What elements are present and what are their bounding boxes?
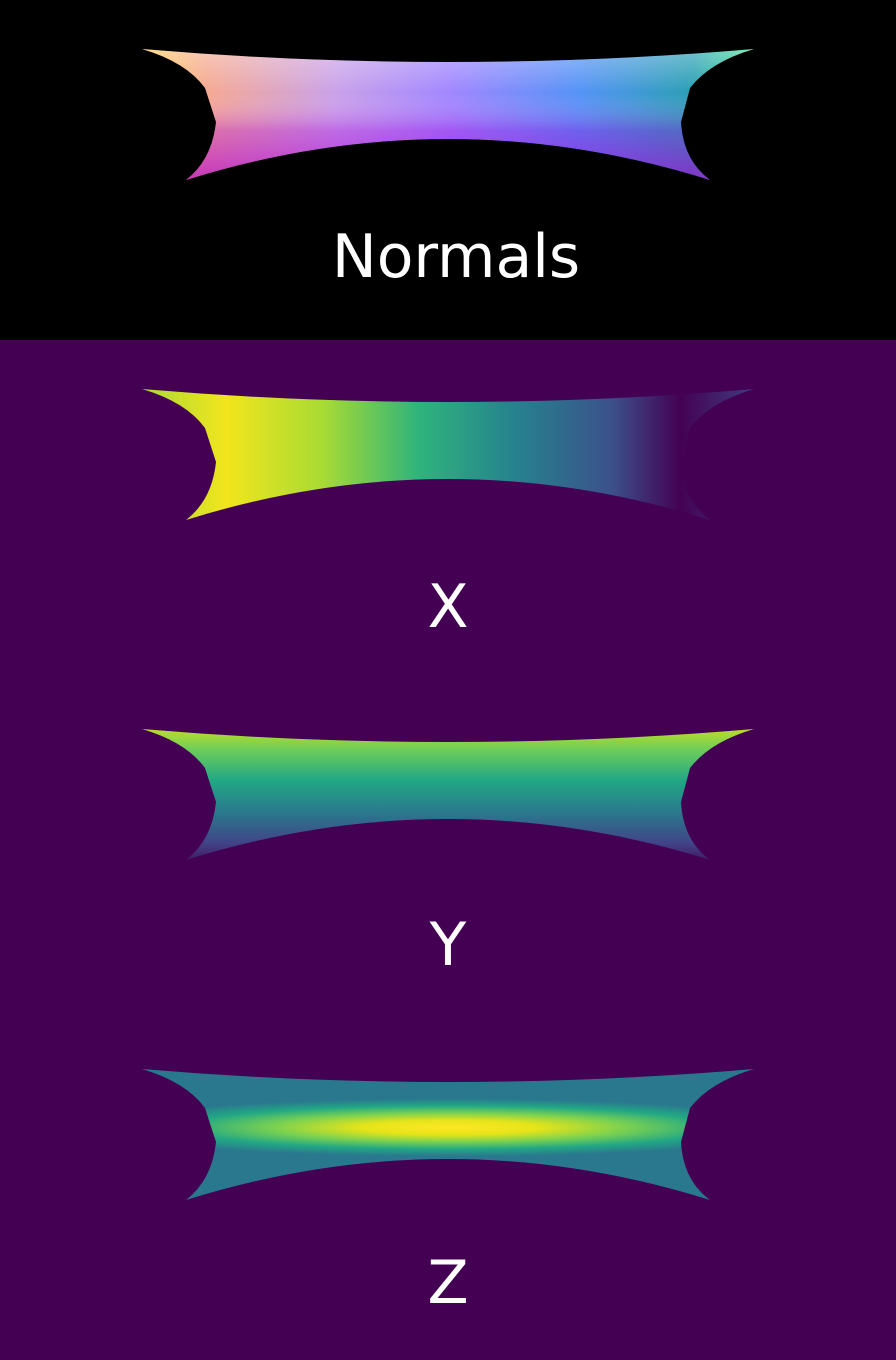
x-panel: X <box>0 340 896 680</box>
z-caption: Z <box>427 1248 469 1318</box>
y-component-surface <box>142 729 754 860</box>
y-caption: Y <box>429 910 467 980</box>
normals-caption: Normals <box>331 222 581 292</box>
x-component-surface <box>142 389 754 520</box>
x-caption: X <box>427 572 469 642</box>
z-component-surface <box>142 1069 754 1200</box>
normals-panel: Normals <box>0 0 896 340</box>
z-panel: Z <box>0 1020 896 1360</box>
normals-surface <box>142 49 754 180</box>
y-panel: Y <box>0 680 896 1020</box>
